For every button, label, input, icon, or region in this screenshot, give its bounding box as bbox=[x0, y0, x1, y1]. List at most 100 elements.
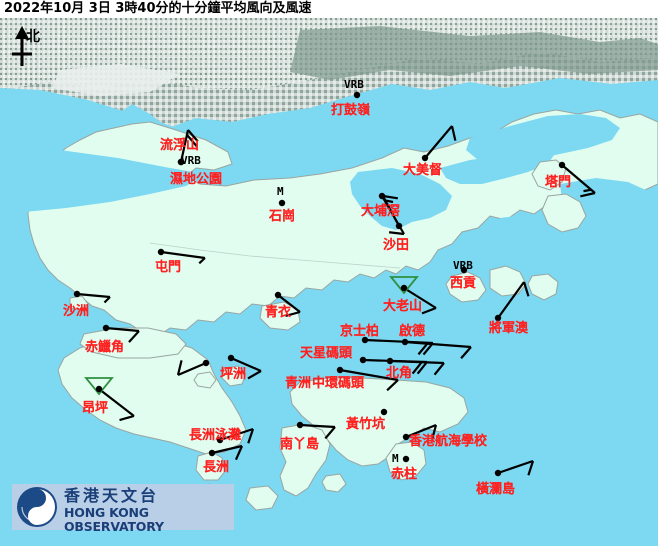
station-marker[interactable] bbox=[278, 199, 286, 207]
station-label: 大老山 bbox=[383, 299, 423, 314]
title-bar: 2022年10月 3日 3時40分的十分鐘平均風向及風速 bbox=[0, 0, 658, 18]
station-marker[interactable] bbox=[402, 455, 410, 463]
station-label: 大埔滘 bbox=[361, 204, 401, 219]
sai-kung-islet bbox=[541, 193, 587, 233]
station-label: 北角 bbox=[386, 366, 413, 381]
wind-barb bbox=[219, 427, 255, 444]
green-island bbox=[193, 371, 217, 389]
wind-barb bbox=[179, 129, 199, 163]
wind-barb bbox=[277, 294, 301, 318]
deep-bay-lower bbox=[0, 146, 206, 214]
station-marker[interactable] bbox=[274, 291, 282, 299]
wind-barb bbox=[404, 340, 472, 360]
station-marker[interactable] bbox=[202, 359, 210, 367]
north-label: 北 bbox=[26, 29, 40, 45]
station-label: 打鼓嶺 bbox=[331, 103, 371, 118]
variable-wind-flag: VRB bbox=[181, 154, 201, 167]
page-title: 2022年10月 3日 3時40分的十分鐘平均風向及風速 bbox=[4, 1, 312, 16]
station-label: 南丫島 bbox=[280, 437, 320, 452]
missing-data-flag: M bbox=[392, 452, 399, 465]
wind-barb bbox=[382, 194, 400, 227]
station-label: 啟德 bbox=[399, 324, 426, 339]
station-label: 石崗 bbox=[269, 209, 296, 224]
station-marker[interactable] bbox=[216, 436, 224, 444]
wind-barb bbox=[98, 388, 135, 422]
station-label: 濕地公園 bbox=[170, 172, 223, 187]
hko-logo: 香港天文台 HONG KONG OBSERVATORY bbox=[12, 484, 234, 534]
wind-barb bbox=[339, 368, 399, 392]
station-label: 橫瀾島 bbox=[476, 482, 516, 497]
sha-chau-islet bbox=[69, 295, 89, 311]
wind-barb bbox=[405, 423, 438, 440]
station-label: 塔門 bbox=[545, 175, 572, 190]
station-marker[interactable] bbox=[353, 91, 361, 99]
mainland-urban-light bbox=[52, 64, 180, 96]
station-label: 中環碼頭 bbox=[312, 376, 365, 391]
hko-emblem-icon bbox=[17, 487, 57, 527]
station-marker[interactable] bbox=[296, 421, 304, 429]
station-marker[interactable] bbox=[102, 324, 110, 332]
station-label: 坪洲 bbox=[220, 367, 247, 382]
station-label: 將軍澳 bbox=[489, 321, 529, 336]
station-label: 赤柱 bbox=[391, 467, 418, 482]
elevated-station-marker bbox=[389, 276, 419, 295]
mainland-hill-dark bbox=[290, 26, 658, 80]
station-label: 屯門 bbox=[155, 260, 182, 275]
wind-barb bbox=[497, 281, 530, 319]
station-marker[interactable] bbox=[227, 354, 235, 362]
variable-wind-flag: VRB bbox=[453, 259, 473, 272]
wind-barb bbox=[403, 287, 437, 315]
wind-barb bbox=[389, 359, 445, 376]
wind-barb bbox=[105, 326, 140, 343]
station-marker[interactable] bbox=[95, 385, 103, 393]
station-marker[interactable] bbox=[380, 408, 388, 416]
wind-barb-layer bbox=[73, 91, 596, 477]
station-marker[interactable] bbox=[386, 357, 394, 365]
station-marker[interactable] bbox=[400, 284, 408, 292]
station-label: 京士柏 bbox=[340, 324, 380, 339]
station-marker[interactable] bbox=[402, 433, 410, 441]
islet-s2 bbox=[245, 485, 279, 511]
station-label: 青衣 bbox=[265, 305, 292, 320]
chek-lap-kok-airport bbox=[79, 327, 187, 359]
station-label: 青洲 bbox=[285, 376, 312, 391]
wind-barb bbox=[76, 292, 111, 304]
station-marker[interactable] bbox=[73, 290, 81, 298]
small-island-s bbox=[321, 473, 347, 493]
station-marker[interactable] bbox=[401, 338, 409, 346]
station-label: 長洲泳灘 bbox=[189, 428, 242, 443]
station-label: 大美督 bbox=[403, 163, 443, 178]
station-label: 沙洲 bbox=[63, 304, 90, 319]
peng-chau-island bbox=[221, 365, 247, 387]
station-marker[interactable] bbox=[421, 154, 429, 162]
station-marker[interactable] bbox=[361, 336, 369, 344]
station-label: 赤鱲角 bbox=[85, 340, 125, 355]
north-arrow-icon bbox=[12, 26, 32, 66]
station-marker[interactable] bbox=[177, 158, 185, 166]
sai-kung-island-c bbox=[527, 273, 559, 301]
station-marker[interactable] bbox=[558, 161, 566, 169]
station-marker[interactable] bbox=[460, 266, 468, 274]
station-marker[interactable] bbox=[494, 469, 502, 477]
wind-barb bbox=[364, 338, 434, 356]
station-marker[interactable] bbox=[336, 366, 344, 374]
station-marker[interactable] bbox=[494, 314, 502, 322]
station-marker[interactable] bbox=[208, 449, 216, 457]
tolo-harbour bbox=[350, 168, 452, 230]
wind-barb bbox=[424, 125, 457, 159]
logo-name-en: HONG KONG OBSERVATORY bbox=[64, 505, 164, 534]
sai-kung-island-a bbox=[445, 271, 487, 303]
wind-barb bbox=[299, 423, 336, 440]
wind-barb bbox=[160, 250, 206, 265]
wind-barb bbox=[561, 164, 596, 198]
station-marker[interactable] bbox=[395, 222, 403, 230]
tsing-yi-island bbox=[259, 301, 301, 331]
station-label: 西貢 bbox=[450, 276, 477, 291]
station-marker[interactable] bbox=[359, 356, 367, 364]
map-canvas bbox=[0, 18, 658, 546]
station-marker[interactable] bbox=[157, 248, 165, 256]
wind-barb bbox=[497, 459, 535, 476]
station-label: 流浮山 bbox=[160, 138, 200, 153]
logo-name-cn: 香港天文台 bbox=[64, 486, 160, 505]
